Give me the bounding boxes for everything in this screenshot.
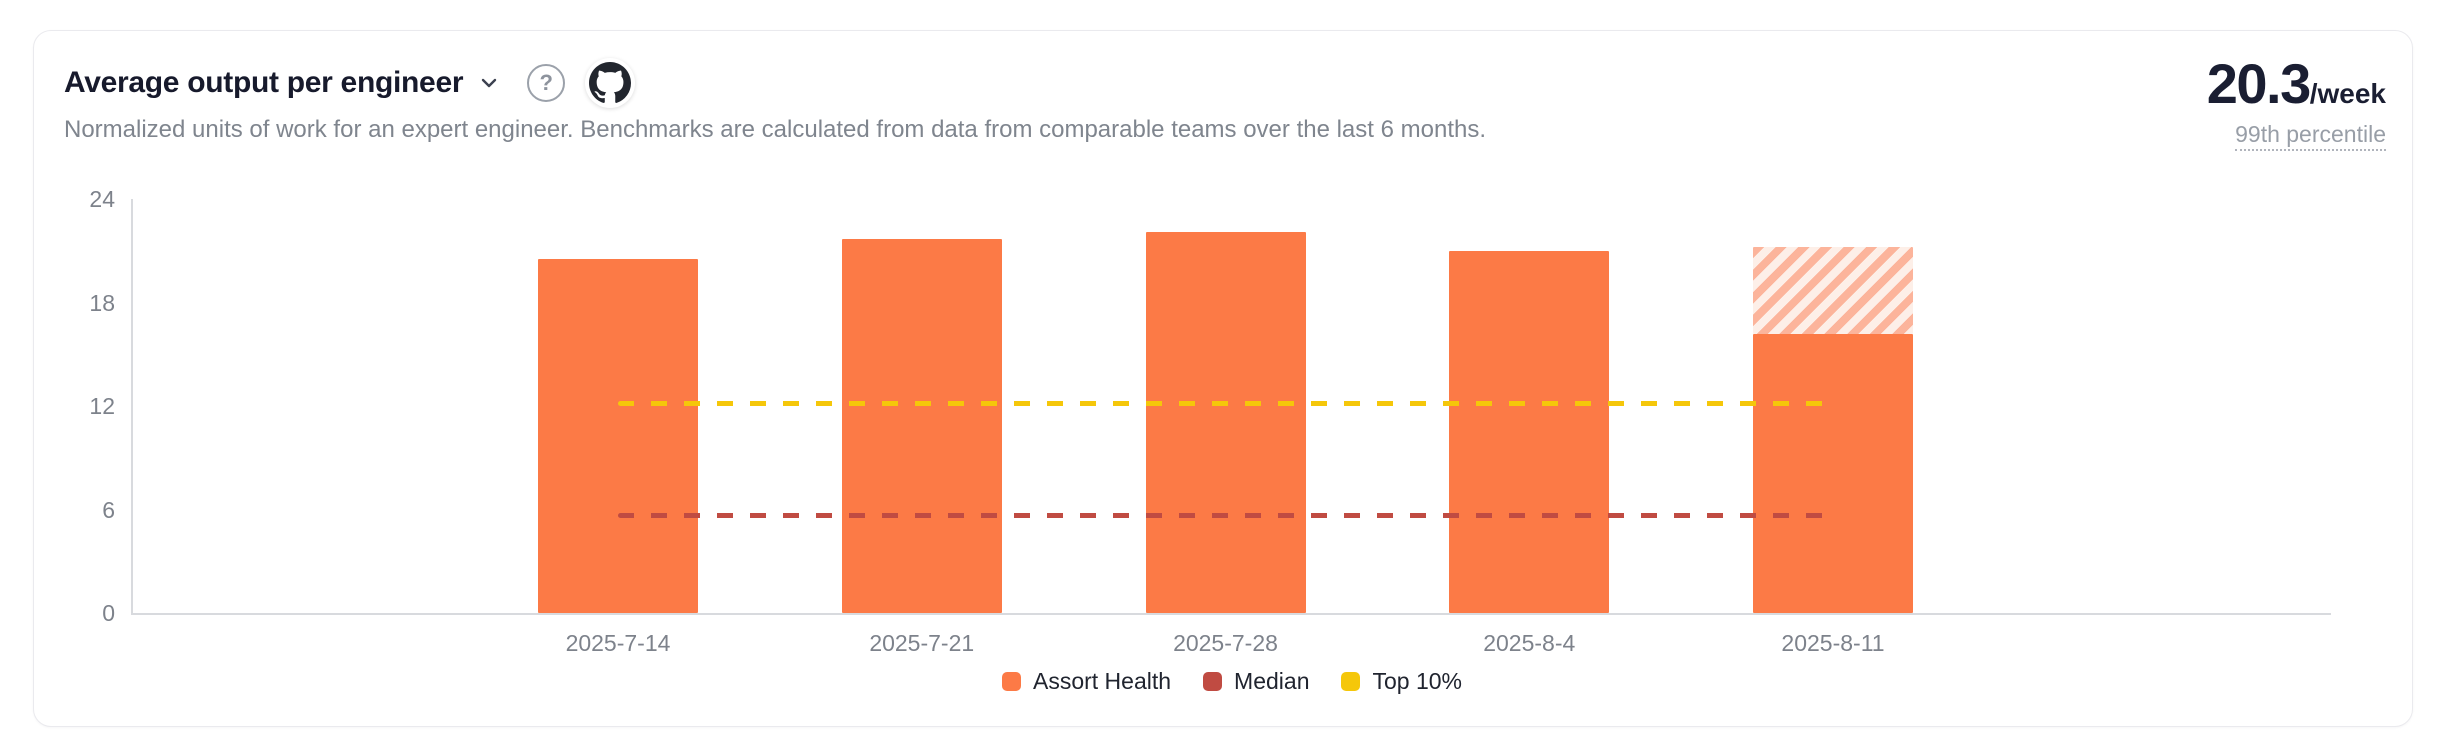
legend-item-top-10-[interactable]: Top 10% <box>1341 668 1462 695</box>
y-tick-label: 18 <box>89 289 115 316</box>
chart-legend: Assort Health Median Top 10% <box>133 668 2331 694</box>
legend-label: Top 10% <box>1372 667 1462 694</box>
y-axis-line <box>131 199 133 613</box>
x-tick-label: 2025-8-11 <box>1781 630 1885 656</box>
top-10--reference-line <box>618 400 1833 406</box>
legend-swatch <box>1203 671 1223 691</box>
x-tick-label: 2025-7-14 <box>565 630 671 656</box>
x-tick-label: 2025-8-4 <box>1483 630 1576 656</box>
bar-chart: 0 6 12 18 24 2025-7-14 2025-7-21 2025-7-28 2025-… <box>34 31 2412 726</box>
metric-unit: /week <box>2309 78 2386 109</box>
y-tick-label: 0 <box>102 600 115 626</box>
median-reference-line <box>618 512 1833 518</box>
help-icon[interactable]: ? <box>527 64 566 102</box>
card-subtitle: Normalized units of work for an expert e… <box>64 116 1486 143</box>
legend-label: Median <box>1234 667 1310 694</box>
bar-2025-7-21[interactable] <box>841 238 1002 613</box>
legend-item-median[interactable]: Median <box>1203 668 1309 695</box>
legend-swatch <box>1001 671 1021 691</box>
metric-card: Average output per engineer ? Normalized… <box>33 30 2413 727</box>
percentile-link[interactable]: 99th percentile <box>2235 121 2386 151</box>
y-tick-label: 24 <box>89 186 115 212</box>
chevron-down-icon[interactable] <box>477 71 501 95</box>
legend-item-assort-health[interactable]: Assort Health <box>1001 667 1172 695</box>
legend-swatch <box>1341 671 1361 691</box>
legend-label: Assort Health <box>1032 667 1172 694</box>
x-tick-label: 2025-7-21 <box>869 630 975 656</box>
github-icon[interactable] <box>585 58 636 108</box>
bar-2025-7-14[interactable] <box>538 259 698 613</box>
bar-2025-8-11[interactable] <box>1753 333 1913 613</box>
page-title: Average output per engineer <box>64 66 464 99</box>
x-tick-label: 2025-7-28 <box>1173 630 1278 656</box>
help-glyph: ? <box>539 70 553 95</box>
bar-2025-8-4[interactable] <box>1449 250 1610 613</box>
card-header: Average output per engineer ? Normalized… <box>64 58 1486 145</box>
x-axis-line <box>131 613 2331 615</box>
bar-projected-2025-8-11[interactable] <box>1753 247 1913 334</box>
headline-metric: 20.3/week 99th percentile <box>2206 52 2386 151</box>
bar-2025-7-28[interactable] <box>1145 231 1306 613</box>
y-tick-label: 6 <box>102 496 115 523</box>
metric-value: 20.3 <box>2206 52 2312 115</box>
y-tick-label: 12 <box>89 393 115 419</box>
